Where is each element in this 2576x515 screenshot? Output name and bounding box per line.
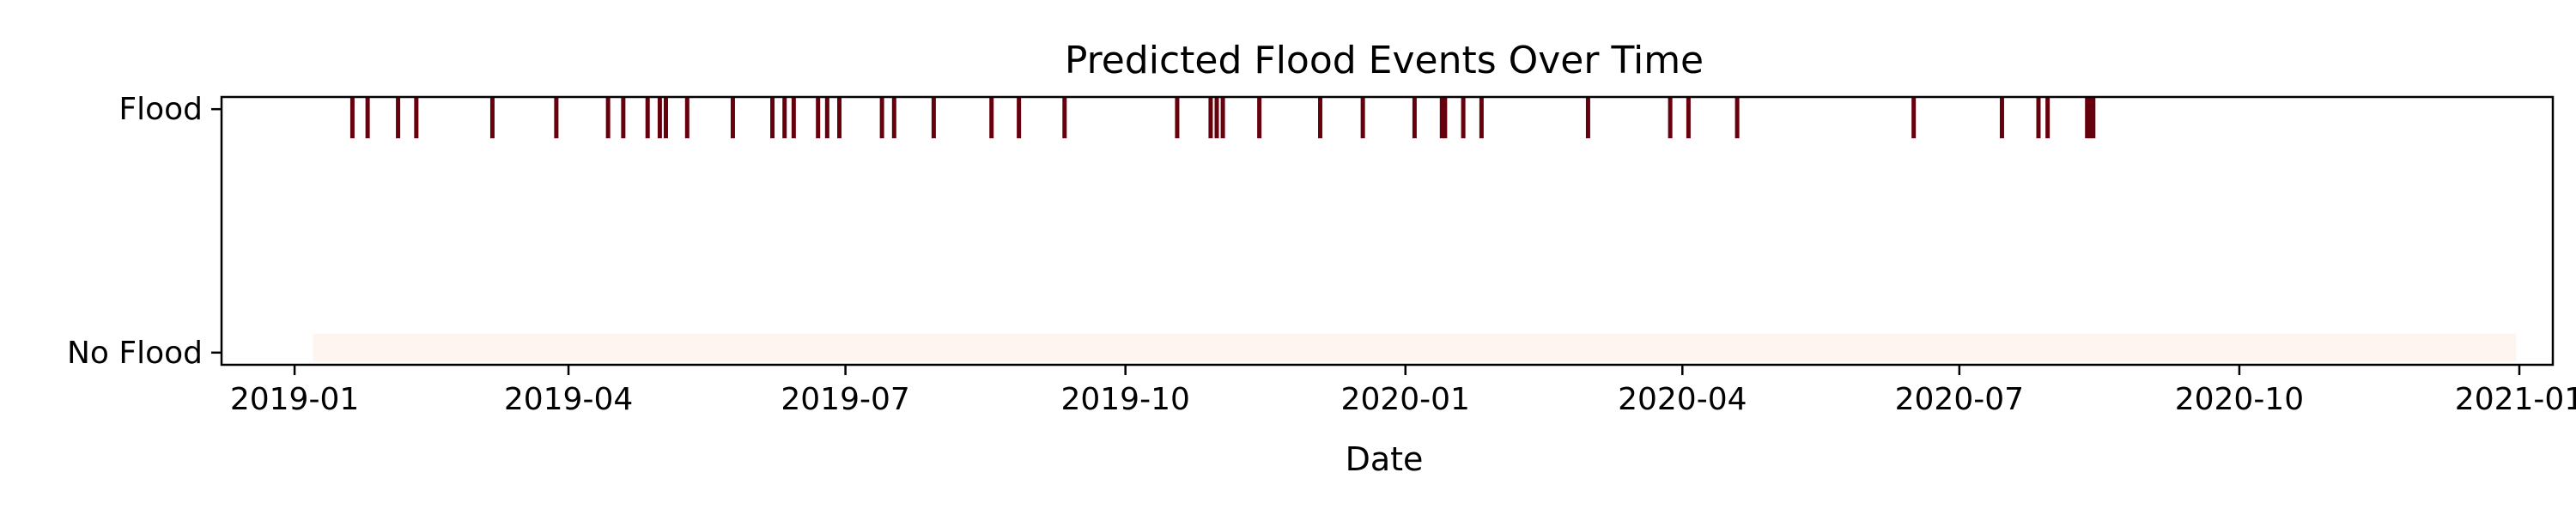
x-axis-label: Date <box>1346 440 1424 478</box>
y-tick-label: No Flood <box>67 336 203 371</box>
x-tick-label: 2019-04 <box>504 382 633 417</box>
y-axis-ticks: No Flood Flood <box>67 92 222 371</box>
x-tick-label: 2020-07 <box>1895 382 2024 417</box>
plot-marks <box>313 97 2517 361</box>
x-axis-ticks: 2019-01 2019-04 2019-07 2019-10 2020-01 2020-… <box>230 365 2576 417</box>
x-tick-label: 2020-04 <box>1618 382 1747 417</box>
x-tick-label: 2021-01 <box>2455 382 2576 417</box>
x-tick-label: 2020-10 <box>2175 382 2304 417</box>
y-tick-label: Flood <box>118 92 203 127</box>
x-tick-label: 2019-10 <box>1060 382 1189 417</box>
no-flood-band <box>313 333 2517 361</box>
plot-frame <box>220 95 2555 367</box>
chart-title: Predicted Flood Events Over Time <box>1065 39 1704 82</box>
x-tick-label: 2020-01 <box>1341 382 1470 417</box>
x-tick-label: 2019-07 <box>781 382 909 417</box>
x-tick-label: 2019-01 <box>230 382 359 417</box>
